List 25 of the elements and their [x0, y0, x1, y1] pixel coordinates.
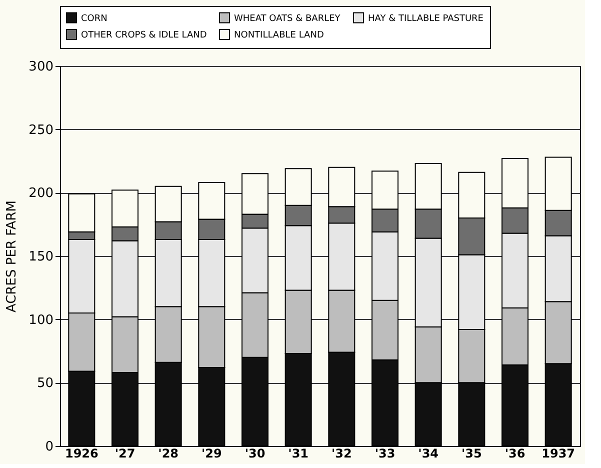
y-tick-label: 150: [28, 250, 54, 264]
x-tick-label: 1926: [64, 446, 98, 460]
x-tick-label: 1937: [542, 446, 576, 460]
x-tick-label: '34: [418, 446, 439, 460]
y-tick-label: 250: [28, 122, 54, 138]
x-tick-label: '31: [288, 446, 309, 460]
legend-label: HAY & TILLABLE PASTURE: [368, 14, 484, 24]
y-tick-label: 100: [28, 312, 54, 328]
x-tick-label: '30: [244, 446, 266, 460]
x-tick-label: '28: [158, 446, 179, 460]
y-tick-label: 200: [28, 186, 54, 202]
y-tick-label: 300: [28, 60, 54, 74]
legend-label: NONTILLABLE LAND: [234, 30, 324, 40]
x-tick-label: '35: [461, 446, 482, 460]
x-tick-label: '36: [504, 446, 526, 460]
y-tick-label: 0: [45, 440, 54, 454]
legend-label: OTHER CROPS & IDLE LAND: [81, 30, 207, 40]
y-axis-title: ACRES PER FARM: [4, 200, 20, 313]
legend-label: CORN: [81, 14, 108, 24]
x-tick-label: '27: [114, 446, 136, 460]
x-tick-label: '32: [331, 446, 352, 460]
x-tick-label: '33: [374, 446, 396, 460]
y-tick-label: 50: [36, 376, 54, 392]
legend-label: WHEAT OATS & BARLEY: [234, 14, 341, 24]
x-tick-label: '29: [201, 446, 222, 460]
